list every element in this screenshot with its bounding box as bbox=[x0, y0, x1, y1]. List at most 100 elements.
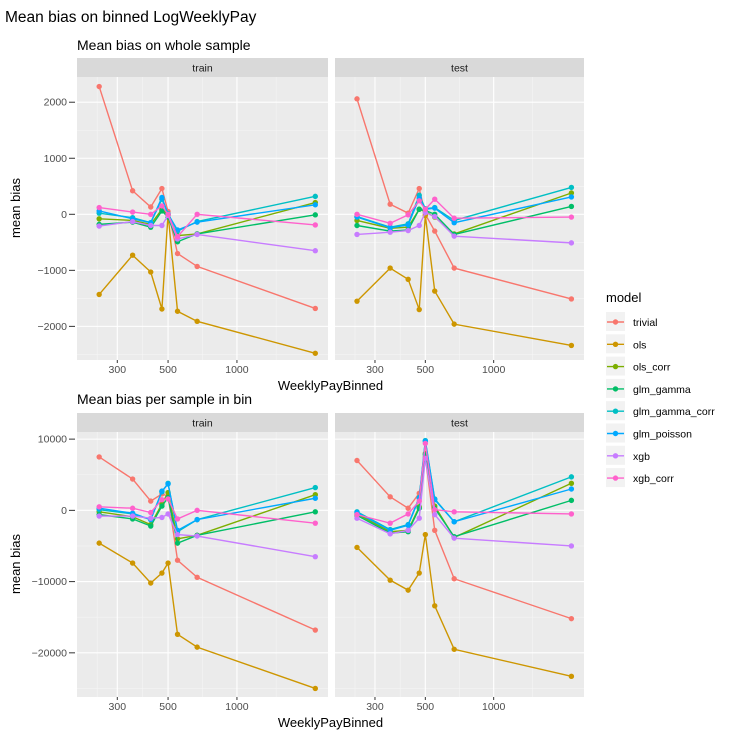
x-tick-label: 300 bbox=[366, 364, 384, 376]
data-point bbox=[451, 233, 457, 239]
data-point bbox=[312, 248, 318, 254]
legend-label: trivial bbox=[633, 317, 658, 329]
series-line bbox=[356, 458, 572, 547]
series-line bbox=[99, 201, 316, 237]
data-point bbox=[451, 535, 457, 541]
data-point bbox=[312, 202, 318, 208]
data-point bbox=[354, 511, 360, 518]
data-point bbox=[451, 509, 457, 515]
series-line bbox=[99, 204, 316, 239]
data-point bbox=[159, 194, 165, 201]
series-ols bbox=[96, 540, 318, 692]
data-point bbox=[312, 553, 318, 560]
plot-per-sample-in-bin: Mean bias per sample in bin 10000 0 −10000… bbox=[8, 391, 584, 730]
data-point bbox=[194, 318, 200, 325]
data-point bbox=[568, 190, 575, 196]
series-line bbox=[356, 211, 572, 244]
data-point bbox=[174, 234, 181, 240]
data-point bbox=[387, 494, 393, 500]
y-tick-label: 2000 bbox=[44, 97, 68, 109]
data-point bbox=[451, 265, 457, 271]
data-point bbox=[194, 574, 200, 581]
legend-item-xgb_corr: xgb_corr bbox=[606, 468, 674, 488]
data-point bbox=[148, 515, 154, 521]
data-point bbox=[159, 203, 165, 209]
data-point bbox=[165, 560, 171, 566]
legend-label: glm_poisson bbox=[633, 429, 692, 441]
series-ols bbox=[354, 531, 575, 680]
y-axis-title: mean bias bbox=[8, 178, 23, 238]
legend: model trivial ols ols_corr glm_gamma glm_gam… bbox=[606, 290, 715, 488]
facet-train: train 300 500 1000 bbox=[77, 413, 328, 713]
data-point bbox=[194, 211, 200, 217]
data-point bbox=[96, 540, 102, 546]
data-point bbox=[405, 227, 411, 234]
data-point bbox=[194, 263, 200, 270]
data-point bbox=[148, 204, 154, 210]
legend-point bbox=[612, 319, 619, 325]
legend-label: ols_corr bbox=[633, 362, 671, 374]
series-xgb_corr bbox=[96, 496, 318, 526]
data-point bbox=[568, 543, 575, 549]
legend-item-glm_gamma: glm_gamma bbox=[606, 378, 691, 398]
facet-strip bbox=[77, 413, 328, 432]
y-axis-title: mean bias bbox=[8, 534, 23, 594]
y-tick-label: 10000 bbox=[38, 434, 67, 446]
x-tick-label: 300 bbox=[366, 701, 384, 713]
legend-label: glm_gamma_corr bbox=[633, 406, 715, 418]
x-tick-label: 1000 bbox=[482, 701, 506, 713]
series-line bbox=[99, 213, 316, 252]
series-xgb bbox=[354, 209, 575, 246]
data-point bbox=[148, 269, 154, 275]
data-point bbox=[96, 223, 102, 229]
data-point bbox=[405, 222, 411, 228]
legend-item-xgb: xgb bbox=[606, 445, 650, 465]
data-point bbox=[129, 218, 136, 225]
y-tick-label: −1000 bbox=[38, 265, 68, 277]
y-tick-label: 1000 bbox=[44, 153, 68, 165]
data-point bbox=[129, 513, 136, 519]
facet-strip-label: train bbox=[192, 418, 213, 430]
legend-item-glm_gamma_corr: glm_gamma_corr bbox=[606, 401, 715, 421]
data-point bbox=[568, 240, 575, 246]
data-point bbox=[312, 627, 318, 633]
data-point bbox=[432, 511, 438, 518]
legend-label: xgb_corr bbox=[633, 473, 674, 485]
series-ols bbox=[96, 211, 318, 356]
data-point bbox=[432, 228, 438, 234]
data-point bbox=[405, 212, 411, 218]
data-point bbox=[96, 204, 102, 211]
facet-strip-label: test bbox=[451, 63, 468, 75]
facet-strip bbox=[77, 58, 328, 77]
series-xgb bbox=[96, 511, 318, 560]
data-point bbox=[129, 476, 136, 482]
data-point bbox=[416, 222, 422, 229]
data-point bbox=[129, 188, 136, 194]
data-point bbox=[174, 516, 181, 522]
data-point bbox=[432, 288, 438, 294]
facet-train: train 300 500 1000 bbox=[77, 58, 328, 376]
data-point bbox=[148, 222, 154, 229]
data-point bbox=[387, 220, 393, 226]
y-tick-label: −2000 bbox=[38, 321, 68, 333]
legend-point bbox=[612, 363, 619, 370]
data-point bbox=[432, 527, 438, 534]
data-point bbox=[312, 212, 318, 218]
y-tick-label: 0 bbox=[61, 505, 67, 517]
legend-item-ols_corr: ols_corr bbox=[606, 356, 671, 376]
data-point bbox=[148, 580, 154, 586]
x-tick-label: 500 bbox=[159, 701, 177, 713]
data-point bbox=[312, 495, 318, 501]
data-point bbox=[451, 215, 457, 221]
data-point bbox=[312, 520, 318, 526]
data-point bbox=[568, 474, 575, 480]
data-point bbox=[568, 203, 575, 210]
x-tick-label: 1000 bbox=[225, 364, 249, 376]
figure-title: Mean bias on binned LogWeeklyPay bbox=[5, 9, 257, 26]
data-point bbox=[159, 306, 165, 312]
legend-label: xgb bbox=[633, 451, 650, 463]
data-point bbox=[194, 533, 200, 539]
data-point bbox=[312, 685, 318, 692]
series-xgb_corr bbox=[96, 203, 318, 240]
facet-strip-label: test bbox=[451, 418, 468, 430]
